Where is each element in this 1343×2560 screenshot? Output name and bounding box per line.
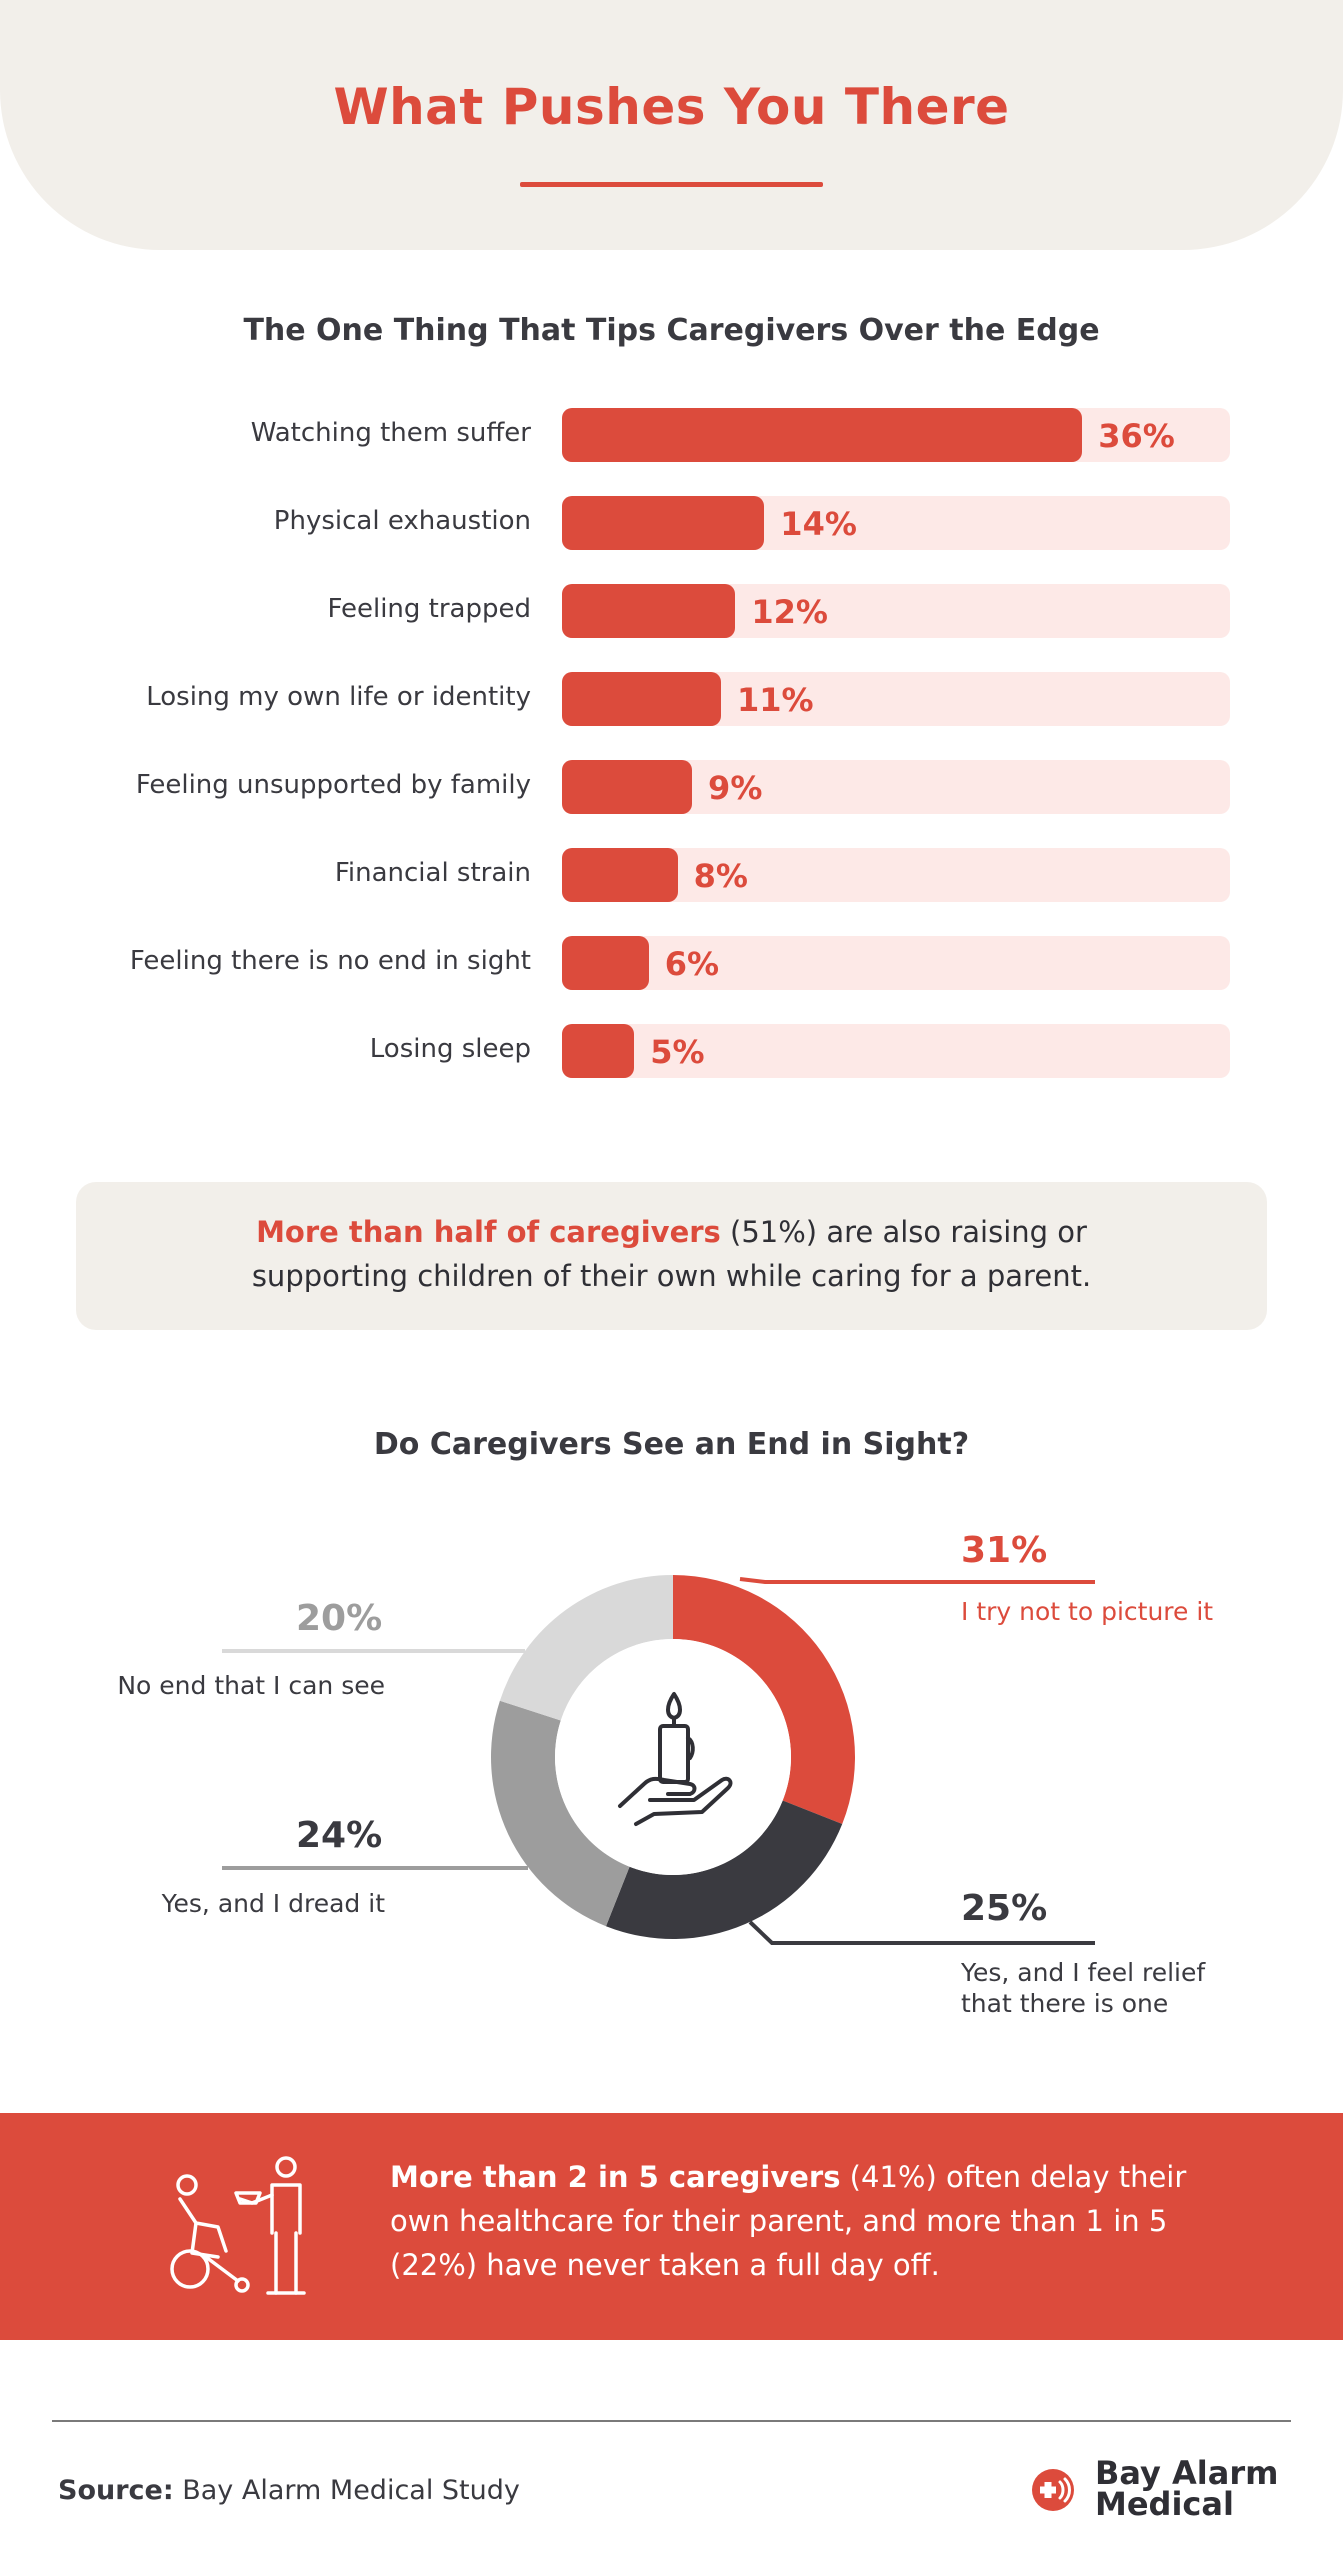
source-label: Source: bbox=[58, 2475, 174, 2506]
header-band bbox=[0, 0, 1343, 250]
bar bbox=[562, 584, 736, 638]
bar-value-label: 14% bbox=[780, 505, 857, 543]
donut-pct-s1: 31% bbox=[961, 1530, 1048, 1571]
bar bbox=[562, 760, 693, 814]
bar-row: Feeling trapped 12% bbox=[0, 584, 1343, 638]
bar-row: Watching them suffer 36% bbox=[0, 408, 1343, 462]
page-title: What Pushes You There bbox=[333, 78, 1010, 136]
bar-track bbox=[562, 1024, 1230, 1078]
bar bbox=[562, 496, 765, 550]
caregiver-wheelchair-icon bbox=[170, 2156, 306, 2295]
donut-label-s2-line1: Yes, and I feel relief bbox=[961, 1958, 1206, 1987]
logo-text: Bay Alarm Medical bbox=[1095, 2457, 1278, 2523]
donut-chart-title: Do Caregivers See an End in Sight? bbox=[373, 1427, 970, 1462]
callout-line1: (51%) are also raising or bbox=[720, 1215, 1087, 1249]
donut-pct-s3: 24% bbox=[296, 1815, 383, 1856]
bar-category-label: Watching them suffer bbox=[250, 418, 531, 448]
banner-rest: (41%) often delay their own healthcare f… bbox=[390, 2160, 1187, 2282]
source-note: Source: Bay Alarm Medical Study bbox=[58, 2475, 520, 2506]
bar-row: Losing my own life or identity 11% bbox=[0, 672, 1343, 726]
bar bbox=[562, 408, 1083, 462]
logo-line2: Medical bbox=[1095, 2485, 1234, 2523]
stat-banner: More than 2 in 5 caregivers (41%) often … bbox=[0, 2113, 1343, 2340]
bar-row: Feeling unsupported by family 9% bbox=[0, 760, 1343, 814]
donut-hole bbox=[555, 1639, 791, 1875]
title-underline bbox=[520, 182, 823, 187]
bar-row: Physical exhaustion 14% bbox=[0, 496, 1343, 550]
leader-line-s1 bbox=[739, 1577, 1095, 1584]
bar-row: Losing sleep 5% bbox=[0, 1024, 1343, 1078]
callout-line2: supporting children of their own while c… bbox=[251, 1259, 1092, 1293]
bar-chart-title: The One Thing That Tips Caregivers Over … bbox=[243, 313, 1100, 348]
bar-value-label: 6% bbox=[664, 945, 720, 983]
banner-highlight: More than 2 in 5 caregivers bbox=[390, 2160, 841, 2194]
donut-label-s4: No end that I can see bbox=[117, 1671, 385, 1700]
bar-track bbox=[562, 936, 1230, 990]
callout-highlight: More than half of caregivers bbox=[256, 1215, 721, 1249]
children-callout: More than half of caregivers (51%) are a… bbox=[76, 1182, 1267, 1330]
callout-text: More than half of caregivers (51%) are a… bbox=[76, 1210, 1267, 1298]
candle-hand-icon bbox=[618, 1692, 733, 1826]
bar-value-label: 12% bbox=[751, 593, 828, 631]
bar-category-label: Losing sleep bbox=[369, 1034, 531, 1064]
donut-label-s3: Yes, and I dread it bbox=[161, 1889, 385, 1918]
bar bbox=[562, 848, 678, 902]
bar-value-label: 36% bbox=[1098, 417, 1175, 455]
bar-category-label: Feeling trapped bbox=[327, 594, 531, 624]
footer-divider bbox=[52, 2420, 1291, 2422]
bar-category-label: Physical exhaustion bbox=[273, 506, 531, 536]
donut-slice bbox=[673, 1575, 855, 1824]
bar-category-label: Feeling there is no end in sight bbox=[129, 946, 531, 976]
bar-value-label: 11% bbox=[736, 681, 814, 719]
donut-label-s1: I try not to picture it bbox=[961, 1597, 1214, 1626]
bar-value-label: 5% bbox=[650, 1033, 705, 1071]
donut-leader-lines bbox=[222, 1577, 1095, 1945]
bar bbox=[562, 672, 721, 726]
leader-line-s2 bbox=[748, 1920, 1095, 1945]
logo-line1: Bay Alarm bbox=[1095, 2454, 1279, 2492]
donut-slice bbox=[499, 1575, 673, 1721]
bar-category-label: Feeling unsupported by family bbox=[135, 770, 531, 800]
medical-cross-icon bbox=[1032, 2469, 1074, 2511]
donut-pct-s4: 20% bbox=[296, 1598, 383, 1639]
bar bbox=[562, 1024, 635, 1078]
bar-value-label: 9% bbox=[708, 769, 763, 807]
donut-slice bbox=[491, 1700, 630, 1927]
banner-text: More than 2 in 5 caregivers (41%) often … bbox=[390, 2155, 1190, 2287]
donut-chart bbox=[491, 1575, 855, 1939]
donut-label-s2: Yes, and I feel relief that there is one bbox=[961, 1957, 1205, 2019]
donut-label-s2-line2: that there is one bbox=[961, 1989, 1169, 2018]
donut-slice bbox=[606, 1800, 843, 1939]
bar-value-label: 8% bbox=[693, 857, 748, 895]
bar-row: Feeling there is no end in sight 6% bbox=[0, 936, 1343, 990]
bar bbox=[562, 936, 649, 990]
bar-category-label: Losing my own life or identity bbox=[146, 682, 531, 712]
source-text: Bay Alarm Medical Study bbox=[173, 2475, 520, 2506]
donut-pct-s2: 25% bbox=[961, 1888, 1048, 1929]
bar-row: Financial strain 8% bbox=[0, 848, 1343, 902]
bar-category-label: Financial strain bbox=[334, 858, 531, 888]
